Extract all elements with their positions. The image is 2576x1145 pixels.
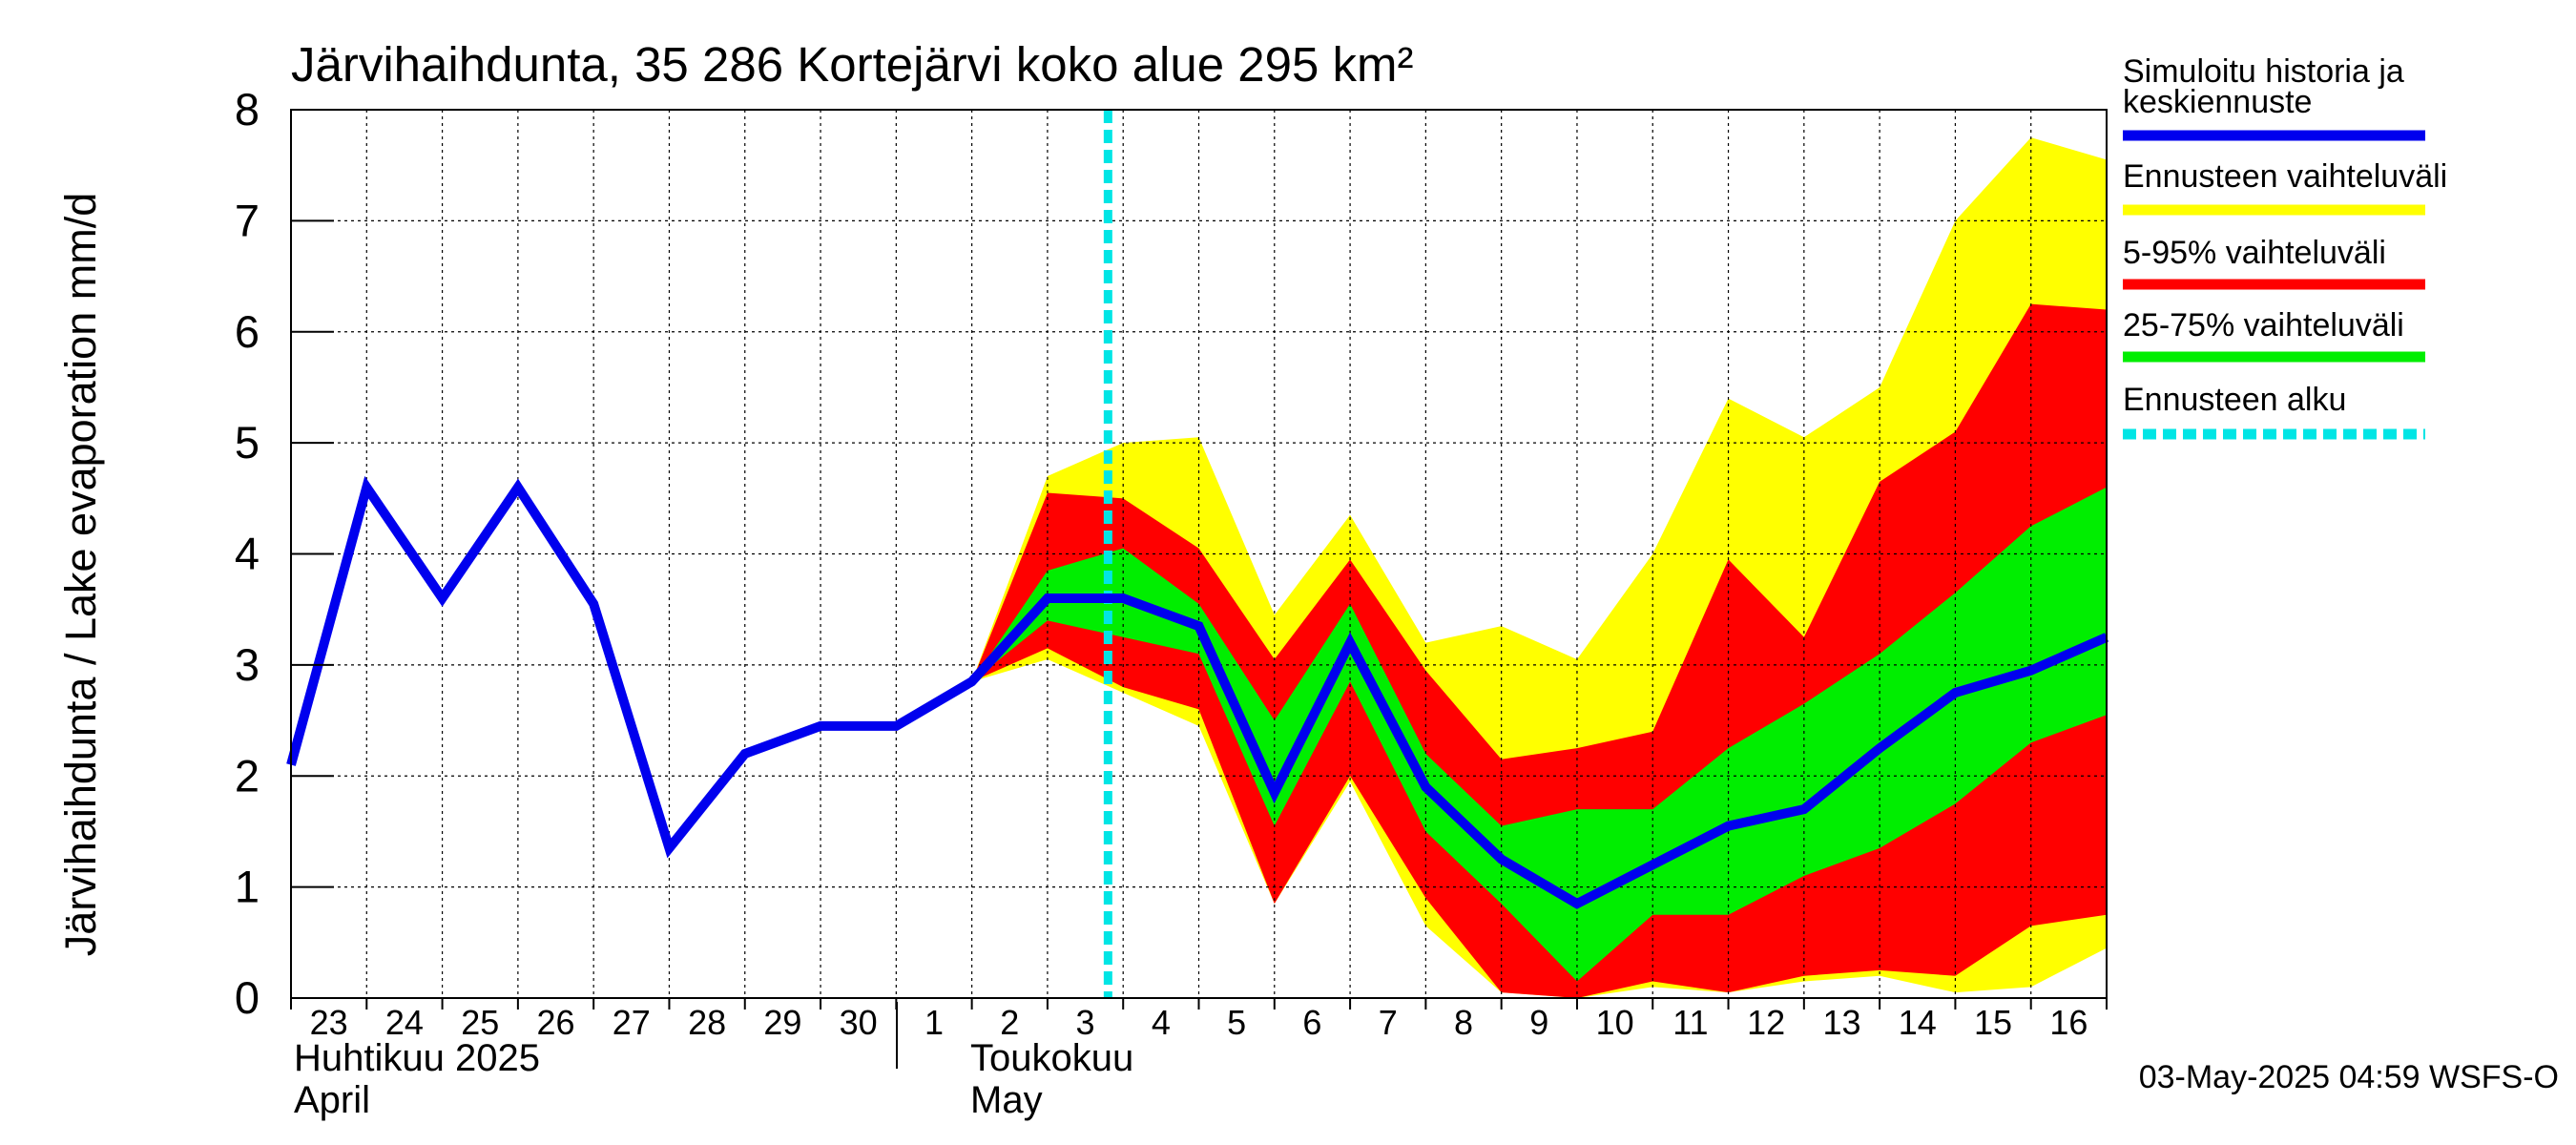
- forecast-bands: [971, 137, 2107, 998]
- x-tick-label: 9: [1529, 1003, 1548, 1042]
- x-tick-label: 6: [1302, 1003, 1321, 1042]
- y-tick-label: 4: [235, 529, 260, 579]
- legend-label: Simuloitu historia ja: [2123, 53, 2404, 90]
- footer-timestamp: 03-May-2025 04:59 WSFS-O: [2139, 1059, 2559, 1095]
- month-label-may-en: May: [970, 1079, 1043, 1121]
- y-tick-label: 2: [235, 750, 260, 801]
- month-label-april-fi: Huhtikuu 2025: [294, 1037, 540, 1079]
- x-tick-label: 5: [1227, 1003, 1246, 1042]
- x-tick-label: 30: [840, 1003, 878, 1042]
- y-axis-ticks: 0 1 2 3 4 5 6 7 8: [235, 84, 334, 1023]
- x-tick-label: 25: [461, 1003, 499, 1042]
- x-tick-label: 14: [1899, 1003, 1937, 1042]
- x-tick-label: 26: [536, 1003, 574, 1042]
- x-tick-label: 4: [1152, 1003, 1171, 1042]
- x-tick-label: 16: [2049, 1003, 2088, 1042]
- legend-label: 5-95% vaihteluväli: [2123, 235, 2386, 271]
- y-tick-label: 3: [235, 639, 260, 690]
- grid-lines: [291, 110, 2107, 998]
- y-tick-label: 8: [235, 84, 260, 135]
- legend-label: Ennusteen vaihteluväli: [2123, 158, 2447, 195]
- x-tick-label: 29: [763, 1003, 801, 1042]
- x-tick-label: 28: [688, 1003, 726, 1042]
- x-tick-label: 7: [1379, 1003, 1398, 1042]
- y-tick-label: 7: [235, 195, 260, 245]
- x-tick-label: 10: [1596, 1003, 1634, 1042]
- x-tick-label: 8: [1454, 1003, 1473, 1042]
- y-tick-label: 5: [235, 417, 260, 468]
- x-tick-label: 1: [924, 1003, 944, 1042]
- x-tick-label: 11: [1672, 1003, 1708, 1042]
- y-tick-label: 6: [235, 306, 260, 357]
- x-tick-label: 2: [1000, 1003, 1019, 1042]
- mean-forecast-line: [286, 475, 2109, 909]
- band-p25-75: [971, 487, 2107, 982]
- month-label-may-fi: Toukokuu: [970, 1037, 1133, 1079]
- x-tick-label: 15: [1974, 1003, 2012, 1042]
- legend-label: keskiennuste: [2123, 84, 2312, 120]
- x-axis-ticks: 23 24 25 26 27 28 29 30 1 2 3 4 5 6 7 8 9 10 11 12 13 14 15 16: [290, 998, 2108, 1042]
- y-tick-label: 0: [235, 972, 260, 1023]
- month-label-april-en: April: [294, 1079, 370, 1121]
- legend-label: Ennusteen alku: [2123, 382, 2346, 418]
- y-axis-label: Järvihaihdunta / Lake evaporation mm/d: [56, 193, 105, 956]
- x-tick-label: 3: [1076, 1003, 1095, 1042]
- x-tick-label: 24: [385, 1003, 424, 1042]
- legend-label: 25-75% vaihteluväli: [2123, 307, 2404, 344]
- x-tick-label: 12: [1747, 1003, 1785, 1042]
- x-tick-label: 27: [613, 1003, 651, 1042]
- y-tick-label: 1: [235, 862, 260, 912]
- x-tick-label: 13: [1822, 1003, 1860, 1042]
- x-tick-label: 23: [310, 1003, 348, 1042]
- chart-title: Järvihaihdunta, 35 286 Kortejärvi koko a…: [291, 37, 1414, 92]
